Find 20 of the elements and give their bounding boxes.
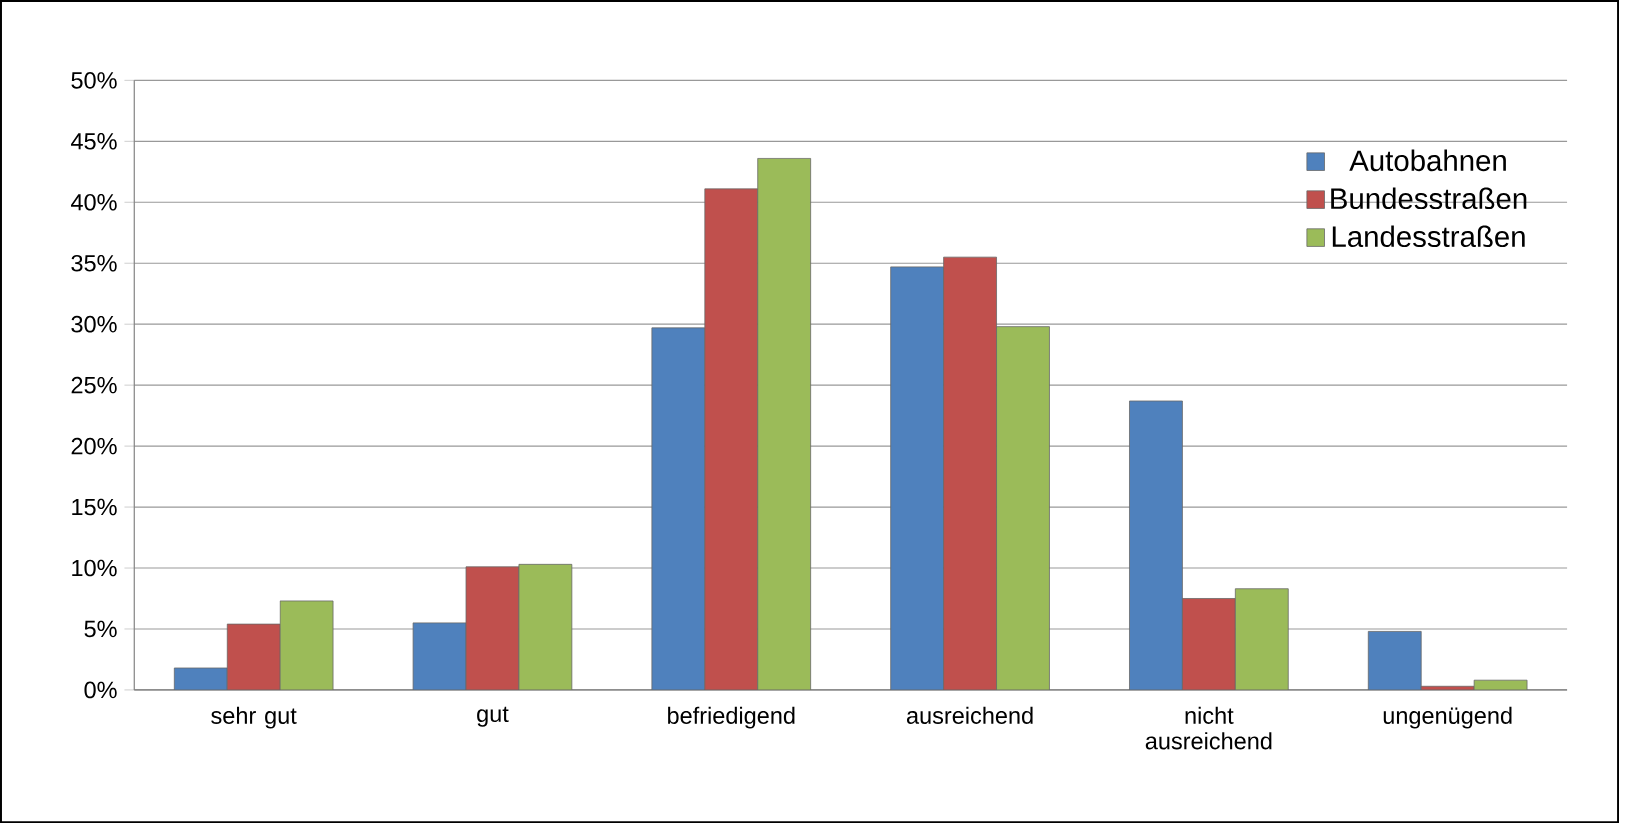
x-tick-label: gut: [477, 706, 509, 727]
y-tick-label: 15%: [72, 498, 117, 516]
y-tick-label: 30%: [71, 315, 117, 333]
y-tick-label: 35%: [71, 254, 117, 272]
y-tick-label: 0%: [84, 681, 117, 699]
y-tick-label: 45%: [71, 132, 117, 150]
y-tick-label: 10%: [72, 559, 117, 577]
y-tick-label: 40%: [71, 193, 117, 211]
x-tick-label: befriedigend: [668, 706, 795, 729]
x-tick-label: sehr gut: [211, 706, 297, 729]
y-tick-label: 5%: [84, 620, 117, 638]
legend-label: Bundesstraßen: [1331, 187, 1527, 209]
y-tick-label: 25%: [71, 376, 117, 394]
y-tick-label: 20%: [71, 437, 117, 455]
legend-label: Landesstraßen: [1332, 225, 1525, 247]
x-tick-label: ungenügend: [1383, 706, 1512, 729]
y-tick-label: 50%: [71, 71, 117, 89]
legend-label: Autobahnen: [1349, 149, 1506, 172]
x-tick-label: nicht ausreichend: [1145, 706, 1272, 750]
x-tick-label: ausreichend: [906, 706, 1033, 724]
